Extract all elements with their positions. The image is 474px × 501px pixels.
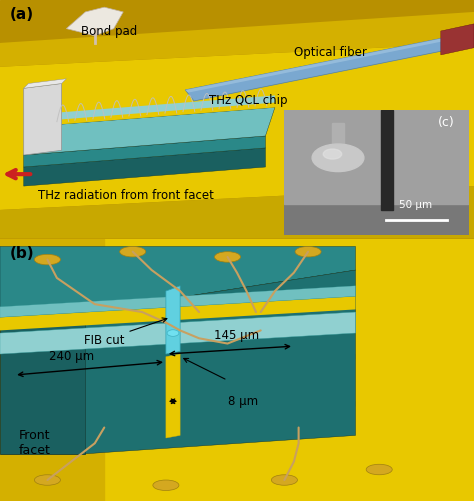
Polygon shape — [95, 354, 356, 370]
Polygon shape — [0, 286, 356, 317]
Text: Submount: Submount — [341, 208, 405, 221]
Text: Front
facet: Front facet — [19, 429, 51, 457]
Polygon shape — [166, 286, 180, 354]
Bar — [0, 238, 104, 501]
Polygon shape — [95, 307, 356, 323]
Text: Bond pad: Bond pad — [81, 25, 137, 38]
Polygon shape — [0, 312, 85, 454]
Ellipse shape — [295, 246, 321, 257]
Polygon shape — [24, 79, 66, 88]
Text: (c): (c) — [438, 116, 455, 129]
Polygon shape — [185, 38, 449, 93]
Text: (b): (b) — [9, 246, 34, 262]
Ellipse shape — [35, 475, 61, 485]
Polygon shape — [24, 84, 62, 155]
Polygon shape — [0, 296, 356, 331]
Polygon shape — [0, 246, 356, 312]
Text: (a): (a) — [9, 7, 34, 22]
Text: 240 μm: 240 μm — [48, 350, 94, 363]
Polygon shape — [95, 401, 356, 417]
Text: Optical fiber: Optical fiber — [294, 46, 367, 59]
Polygon shape — [24, 148, 265, 186]
Ellipse shape — [119, 246, 146, 257]
Bar — [284, 110, 469, 204]
Text: 8 μm: 8 μm — [228, 395, 258, 408]
Polygon shape — [185, 38, 455, 101]
Ellipse shape — [312, 144, 364, 171]
Text: THz QCL chip: THz QCL chip — [209, 94, 287, 107]
Polygon shape — [0, 312, 356, 354]
Polygon shape — [0, 43, 474, 210]
Ellipse shape — [35, 255, 61, 265]
Ellipse shape — [366, 464, 392, 475]
Text: FIB cut: FIB cut — [84, 318, 167, 347]
Ellipse shape — [214, 252, 240, 262]
Text: 50 μm: 50 μm — [399, 200, 432, 210]
Polygon shape — [441, 24, 474, 55]
Text: THz radiation from front facet: THz radiation from front facet — [38, 189, 214, 202]
Text: 145 μm: 145 μm — [214, 329, 260, 342]
Ellipse shape — [167, 330, 179, 336]
Ellipse shape — [323, 149, 342, 159]
Ellipse shape — [153, 480, 179, 490]
Polygon shape — [0, 186, 474, 238]
Polygon shape — [166, 354, 180, 438]
Polygon shape — [0, 12, 474, 67]
Polygon shape — [33, 95, 275, 122]
Polygon shape — [24, 136, 265, 167]
Bar — [381, 110, 393, 210]
Polygon shape — [85, 270, 356, 454]
Polygon shape — [24, 107, 275, 155]
Polygon shape — [33, 103, 275, 126]
Bar — [332, 123, 344, 160]
Polygon shape — [66, 7, 123, 36]
Ellipse shape — [271, 475, 298, 485]
